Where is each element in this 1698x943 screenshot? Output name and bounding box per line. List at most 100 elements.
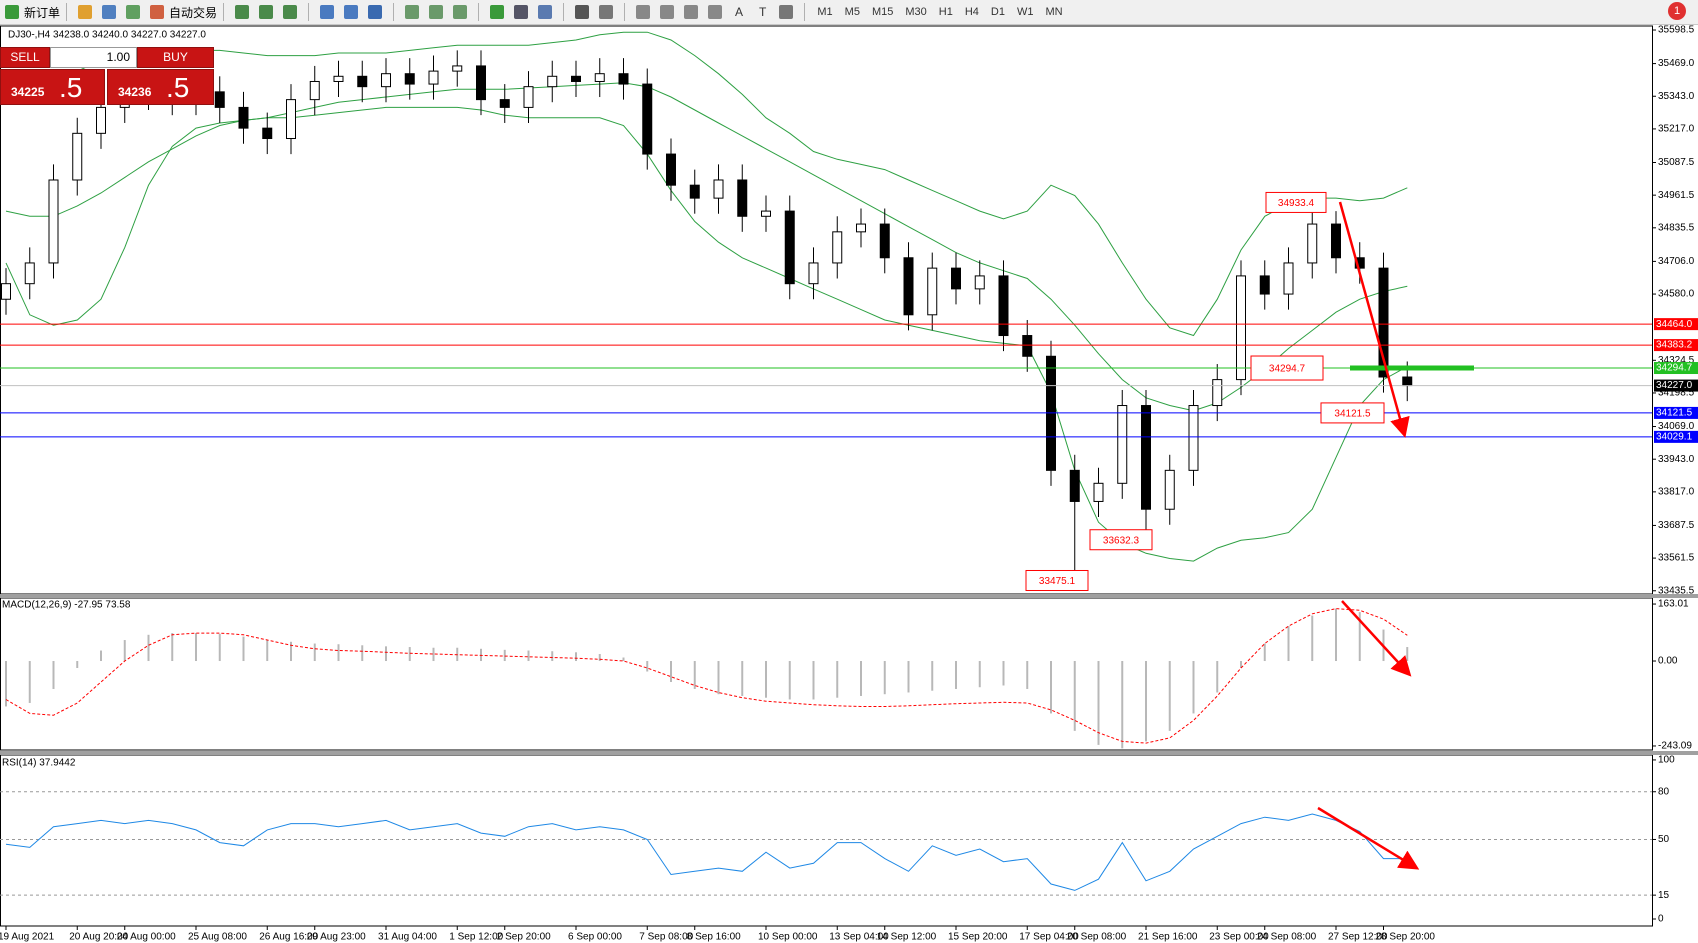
icon[interactable] — [514, 5, 529, 19]
candle-body — [547, 75, 558, 88]
timeframe[interactable]: D1 — [990, 6, 1005, 18]
icon[interactable] — [575, 5, 590, 19]
macd-label: MACD(12,26,9) -27.95 73.58 — [2, 600, 131, 611]
timeframe[interactable]: M1 — [817, 6, 833, 18]
y-tick-label: 34835.5 — [1658, 222, 1695, 233]
buy-button[interactable]: BUY — [137, 47, 214, 68]
volume-input[interactable]: 1.00 — [50, 47, 137, 68]
label-tool[interactable]: T — [759, 5, 767, 19]
candle-body — [856, 223, 866, 233]
price-pips: .5 — [59, 72, 83, 103]
icon[interactable] — [283, 5, 298, 19]
icon[interactable] — [320, 5, 335, 19]
candle-body — [784, 210, 795, 285]
candle-body — [927, 267, 938, 316]
text-tool[interactable]: A — [735, 5, 744, 19]
icon[interactable] — [538, 5, 553, 19]
x-tick-label: 14 Sep 12:00 — [877, 932, 937, 943]
candle-body — [1022, 335, 1033, 357]
icon[interactable] — [636, 5, 651, 19]
timeframe[interactable]: M30 — [905, 6, 927, 18]
candle-body — [1378, 267, 1389, 378]
level-label: 34227.0 — [1656, 380, 1693, 391]
icon[interactable] — [78, 5, 93, 19]
icon[interactable] — [235, 5, 250, 19]
y-tick-label: 33435.5 — [1658, 585, 1695, 596]
timeframe[interactable]: H4 — [964, 6, 979, 18]
toolbar: 新订单 自动交易 A T M1 M5 M15 M30 H1 H4 D1 W1 MN 1 — [0, 0, 1698, 25]
annotation-box — [1025, 569, 1089, 591]
y-tick-label: 34706.0 — [1658, 256, 1695, 267]
sell-price[interactable]: 34225 .5 — [0, 69, 105, 105]
icon[interactable] — [5, 5, 19, 19]
icon[interactable] — [708, 5, 723, 19]
timeframe[interactable]: W1 — [1016, 6, 1034, 18]
level-label-bg — [1654, 339, 1698, 352]
icon[interactable] — [599, 5, 614, 19]
candle-body — [24, 262, 35, 285]
icon[interactable] — [368, 5, 383, 19]
icon[interactable] — [660, 5, 675, 19]
timeframe[interactable]: M5 — [844, 6, 860, 18]
y-tick-label: 35343.0 — [1658, 91, 1695, 102]
candle-body — [1164, 469, 1175, 510]
candle-body — [998, 275, 1009, 337]
icon[interactable] — [779, 5, 794, 19]
candle-body — [666, 153, 676, 186]
candle-body — [333, 75, 344, 82]
icon[interactable] — [490, 5, 505, 19]
timeframe[interactable]: MN — [1045, 6, 1063, 18]
candle-body — [428, 70, 439, 85]
candle-body — [1093, 482, 1104, 502]
buy-price[interactable]: 34236 .5 — [107, 69, 214, 105]
sell-button[interactable]: SELL — [0, 47, 50, 68]
candle-body — [642, 83, 653, 155]
candle-body — [1402, 376, 1413, 387]
icon[interactable] — [102, 5, 117, 19]
x-tick-label: 10 Sep 00:00 — [758, 932, 818, 943]
y-tick-label: 35598.5 — [1658, 25, 1695, 36]
annotation: 34933.4 — [1278, 198, 1315, 209]
candle-body — [1212, 379, 1223, 407]
annotation: 33632.3 — [1103, 535, 1140, 546]
level-label-bg — [1654, 430, 1698, 443]
annotation: 34121.5 — [1334, 409, 1371, 420]
rsi-label: RSI(14) 37.9442 — [2, 758, 76, 769]
x-tick-label: 24 Sep 08:00 — [1257, 932, 1317, 943]
y-tick-label: 0.00 — [1658, 656, 1678, 667]
icon[interactable] — [453, 5, 468, 19]
y-tick-label: 34961.5 — [1658, 190, 1695, 201]
icon[interactable] — [429, 5, 444, 19]
candle-body — [903, 257, 914, 316]
new-order[interactable]: 新订单 — [24, 5, 61, 20]
price: 34225 — [11, 85, 45, 99]
icon[interactable] — [150, 5, 165, 19]
y-tick-label: 33561.5 — [1658, 553, 1695, 564]
icon[interactable] — [684, 5, 699, 19]
x-tick-label: 13 Sep 04:00 — [829, 932, 889, 943]
annotation-box — [1265, 191, 1327, 213]
y-tick-label: 35087.5 — [1658, 157, 1695, 168]
candle-body — [832, 231, 843, 264]
timeframe[interactable]: M15 — [871, 6, 894, 18]
level-label: 34121.5 — [1656, 408, 1693, 419]
notification-badge[interactable]: 1 — [1668, 2, 1686, 20]
timeframe[interactable]: H1 — [938, 6, 953, 18]
icon[interactable] — [405, 5, 420, 19]
x-tick-label: 31 Aug 04:00 — [378, 932, 437, 943]
x-tick-label: 2 Sep 20:00 — [497, 932, 551, 943]
x-tick-label: 28 Sep 20:00 — [1376, 932, 1436, 943]
candle-body — [72, 132, 83, 181]
auto-trading[interactable]: 自动交易 — [169, 5, 218, 20]
icon[interactable] — [126, 5, 141, 19]
y-tick-label: 35469.0 — [1658, 58, 1695, 69]
level-label-bg — [1654, 379, 1698, 392]
level-label-bg — [1654, 362, 1698, 375]
candle-body — [1141, 405, 1151, 510]
candle-body — [1331, 223, 1341, 259]
candle-body — [357, 75, 368, 88]
icon[interactable] — [344, 5, 359, 19]
icon[interactable] — [259, 5, 274, 19]
y-tick-label: 34580.0 — [1658, 289, 1695, 300]
candle-body — [499, 99, 510, 108]
